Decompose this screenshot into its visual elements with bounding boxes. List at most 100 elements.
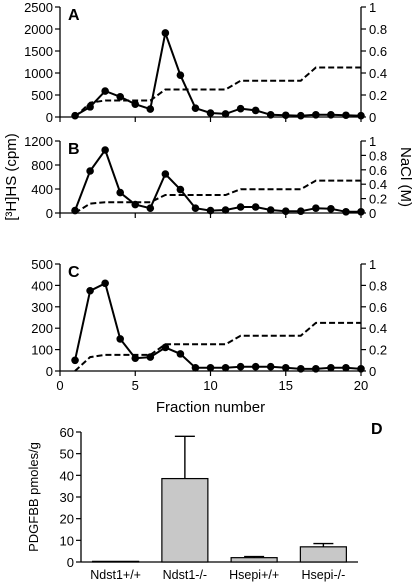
panel-d-category-label: Hsepi+/+ <box>229 568 279 582</box>
panel-d-category-label: Ndst1+/+ <box>90 568 141 582</box>
panel-b-hs-point <box>86 167 94 175</box>
panel-d-ytick-label: 40 <box>60 468 74 483</box>
panel-c-hs-point <box>206 363 215 372</box>
y2-axis-title: NaCl (M) <box>397 147 413 207</box>
panel-b-y2tick-label: 0.4 <box>369 177 387 192</box>
panel-b-hs-point <box>251 203 260 211</box>
panel-a-hs-point <box>297 111 305 120</box>
panel-c-hs-point <box>281 363 290 372</box>
panel-c-hs-point <box>357 365 365 373</box>
panel-d-label: D <box>371 421 383 438</box>
panel-a-hs-point <box>146 105 155 113</box>
panel-c-nacl-line <box>74 321 361 372</box>
panel-a-hs-point <box>312 111 320 119</box>
panel-c-hs-point <box>221 363 230 372</box>
panel-a-ytick-label: 1000 <box>24 66 53 81</box>
panel-d-bar <box>161 477 209 563</box>
panel-b-y2tick-label: 1 <box>369 134 376 149</box>
panel-c-hs-point <box>236 362 245 371</box>
panel-d-ytick-label: 0 <box>67 555 74 570</box>
panel-b-hs-point <box>266 206 275 214</box>
panel-c-xtick-label: 15 <box>279 378 293 393</box>
panel-d-y-axis-title: PDGFBB pmoles/g <box>26 442 41 552</box>
panel-a-ytick-label: 0 <box>46 110 53 125</box>
panel-b-hs-point <box>191 204 200 212</box>
panel-a-hs-point <box>101 87 109 95</box>
panel-b-hs-point <box>281 207 290 215</box>
panel-a-hs-point <box>206 109 215 117</box>
panel-b-hs-point <box>327 205 335 213</box>
panel-a-y2tick-label: 0.4 <box>369 66 387 81</box>
panel-c-hs-point <box>146 353 155 361</box>
panel-d-bar <box>299 546 347 563</box>
panel-a-hs-point <box>71 111 79 120</box>
panel-b-hs-point <box>312 204 320 212</box>
panel-c-hs-point <box>86 286 94 295</box>
panel-a-hs-point <box>236 104 245 113</box>
panel-a-hs-point <box>281 111 290 120</box>
panel-d-category-label: Hsepi-/- <box>301 568 345 582</box>
panel-b-y2tick-label: 0.8 <box>369 148 387 163</box>
panel-c-y2tick-label: 0.8 <box>369 278 387 293</box>
panel-a-hs-point <box>161 29 170 37</box>
panel-a-hs-point <box>266 111 275 119</box>
panel-d-ytick-label: 10 <box>60 533 74 548</box>
panel-a-hs-point <box>221 110 230 118</box>
panel-b-label: B <box>68 141 80 158</box>
panel-b-hs-point <box>221 206 230 214</box>
panel-a-label: A <box>68 7 80 24</box>
panel-b-y2tick-label: 0 <box>369 206 376 221</box>
panel-b-hs-point <box>206 206 215 215</box>
panel-c-hs-point <box>297 365 305 373</box>
panel-c-ytick-label: 200 <box>31 321 53 336</box>
panel-c-y2tick-label: 1 <box>369 257 376 272</box>
panel-a-hs-point <box>131 100 140 109</box>
panel-b-hs-point <box>161 170 170 178</box>
panel-c-ytick-label: 300 <box>31 300 53 315</box>
panel-d-ytick-label: 20 <box>60 512 74 527</box>
panel-c-hs-point <box>101 279 109 288</box>
panel-b-hs-point <box>146 204 155 212</box>
panel-d-ytick-label: 30 <box>60 490 74 505</box>
panel-b-y2tick-label: 0.6 <box>369 163 387 178</box>
panel-b-hs-point <box>342 208 350 216</box>
panel-c-hs-point <box>116 335 124 343</box>
panel-a-hs-point <box>251 106 260 115</box>
panel-c-xtick-label: 10 <box>203 378 217 393</box>
panel-c-y2tick-label: 0.6 <box>369 300 387 315</box>
panel-d-ytick-label: 60 <box>60 425 74 440</box>
panel-a-nacl-line <box>74 66 361 118</box>
y-axis-title: [³H]HS (cpm) <box>3 133 20 221</box>
panel-a-y2tick-label: 0 <box>369 110 376 125</box>
panel-b-ytick-label: 800 <box>31 158 53 173</box>
panel-c-ytick-label: 0 <box>46 364 53 379</box>
panel-c-hs-point <box>161 343 170 352</box>
panel-a-y2tick-label: 1 <box>369 0 376 15</box>
panel-d-ytick-label: 50 <box>60 447 74 462</box>
panel-d-bar <box>230 557 278 563</box>
panel-a-hs-point <box>116 92 124 101</box>
panel-a-hs-point <box>357 111 365 120</box>
panel-c-hs-point <box>71 356 79 365</box>
panel-b-hs-point <box>101 146 109 154</box>
panel-b-ytick-label: 400 <box>31 182 53 197</box>
panel-c-hs-point <box>327 363 335 372</box>
panel-a-hs-point <box>342 111 350 120</box>
panel-c-ytick-label: 400 <box>31 278 53 293</box>
panel-b-ytick-label: 0 <box>46 206 53 221</box>
panel-a-ytick-label: 2500 <box>24 0 53 15</box>
panel-c-hs-point <box>191 363 200 372</box>
panel-c-ytick-label: 100 <box>31 343 53 358</box>
panel-c-hs-point <box>312 365 320 373</box>
panel-c-y2tick-label: 0.4 <box>369 321 387 336</box>
panel-c-hs-point <box>176 350 185 358</box>
panel-a-y2tick-label: 0.6 <box>369 44 387 59</box>
panel-b-hs-point <box>131 200 140 209</box>
panel-c-xtick-label: 20 <box>354 378 368 393</box>
panel-c-hs-point <box>266 362 275 371</box>
panel-c-hs-line <box>74 281 362 370</box>
panel-b-y2tick-label: 0.2 <box>369 192 387 207</box>
panel-c-xtick-label: 5 <box>132 378 139 393</box>
panel-a-hs-point <box>86 103 94 111</box>
